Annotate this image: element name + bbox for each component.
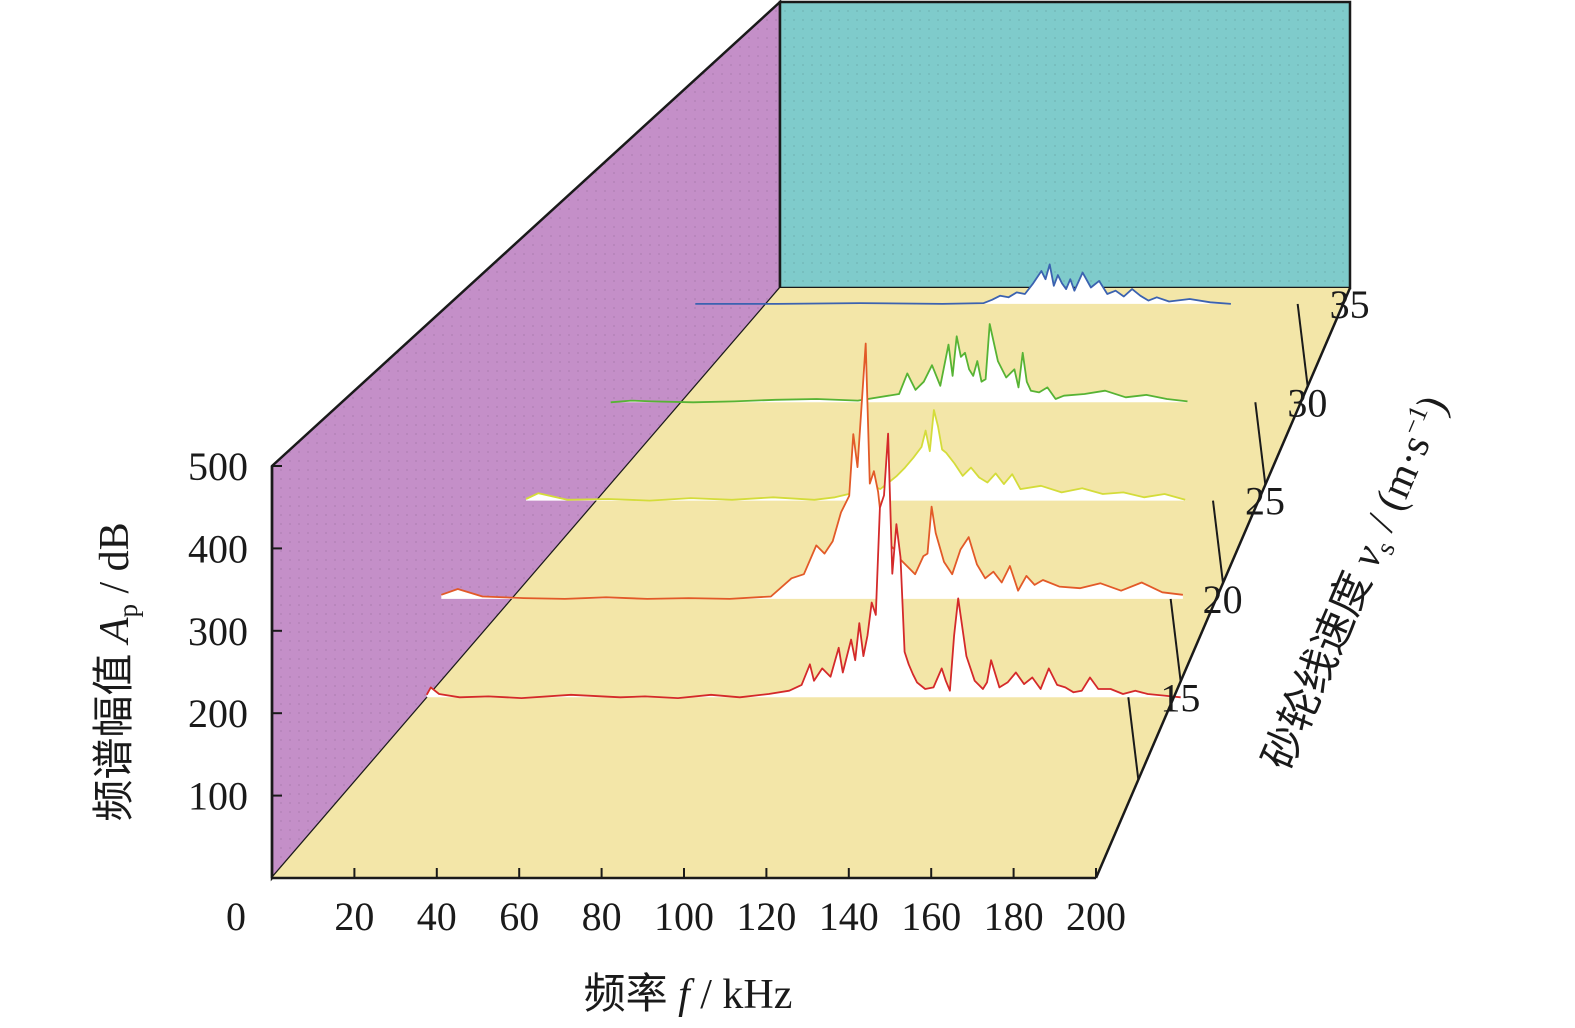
x-tick-label: 0 [226, 894, 246, 939]
back-wall-texture [780, 2, 1350, 288]
y-tick-label: 300 [188, 609, 248, 654]
spectrum-fill-35 [695, 264, 1231, 304]
x-tick-label: 100 [654, 894, 714, 939]
y-tick-label: 500 [188, 444, 248, 489]
y-axis-label: 频谱幅值 Ap / dB [92, 522, 143, 821]
z-tick-mark [1254, 402, 1267, 485]
z-tick-mark [1212, 500, 1224, 584]
x-tick-label: 20 [334, 894, 374, 939]
spectrum-line-30 [610, 323, 1188, 404]
y-tick-label: 200 [188, 691, 248, 736]
spectrum-line-15 [425, 432, 1181, 699]
spectrum-series-35 [695, 263, 1231, 305]
x-tick-label: 180 [984, 894, 1044, 939]
z-tick-mark [1127, 697, 1140, 780]
spectra-layer [425, 263, 1231, 699]
x-tick-label: 140 [819, 894, 879, 939]
spectrum-series-30 [610, 323, 1188, 404]
x-tick-label: 120 [736, 894, 796, 939]
z-axis-label: 砂轮线速度 vs / (m·s−1) [1253, 388, 1462, 779]
y-tick-label: 400 [188, 526, 248, 571]
z-axis-ticks: 15 20 25 30 35 [1127, 282, 1370, 780]
x-axis-ticks: 0 20 40 60 80 100 120 140 160 180 200 [226, 868, 1126, 939]
z-tick-mark [1169, 598, 1182, 682]
spectrum-series-25 [525, 409, 1186, 502]
spectrum-series-15 [425, 432, 1181, 699]
x-tick-label: 80 [582, 894, 622, 939]
side-wall-texture [272, 2, 780, 878]
x-tick-label: 60 [499, 894, 539, 939]
x-tick-label: 40 [417, 894, 457, 939]
x-tick-label: 200 [1066, 894, 1126, 939]
y-axis-ticks: 100 200 300 400 500 [188, 444, 282, 819]
spectrum-line-25 [525, 409, 1186, 502]
z-tick-label: 20 [1203, 577, 1243, 622]
z-tick-label: 25 [1245, 479, 1285, 524]
z-tick-mark [1296, 303, 1309, 387]
spectrum-line-35 [695, 263, 1231, 305]
x-tick-label: 160 [901, 894, 961, 939]
x-axis-label: 频率 f / kHz [584, 971, 793, 1018]
z-tick-label: 15 [1160, 675, 1200, 720]
z-tick-label: 35 [1330, 282, 1370, 327]
z-tick-label: 30 [1287, 380, 1327, 425]
y-tick-label: 100 [188, 774, 248, 819]
